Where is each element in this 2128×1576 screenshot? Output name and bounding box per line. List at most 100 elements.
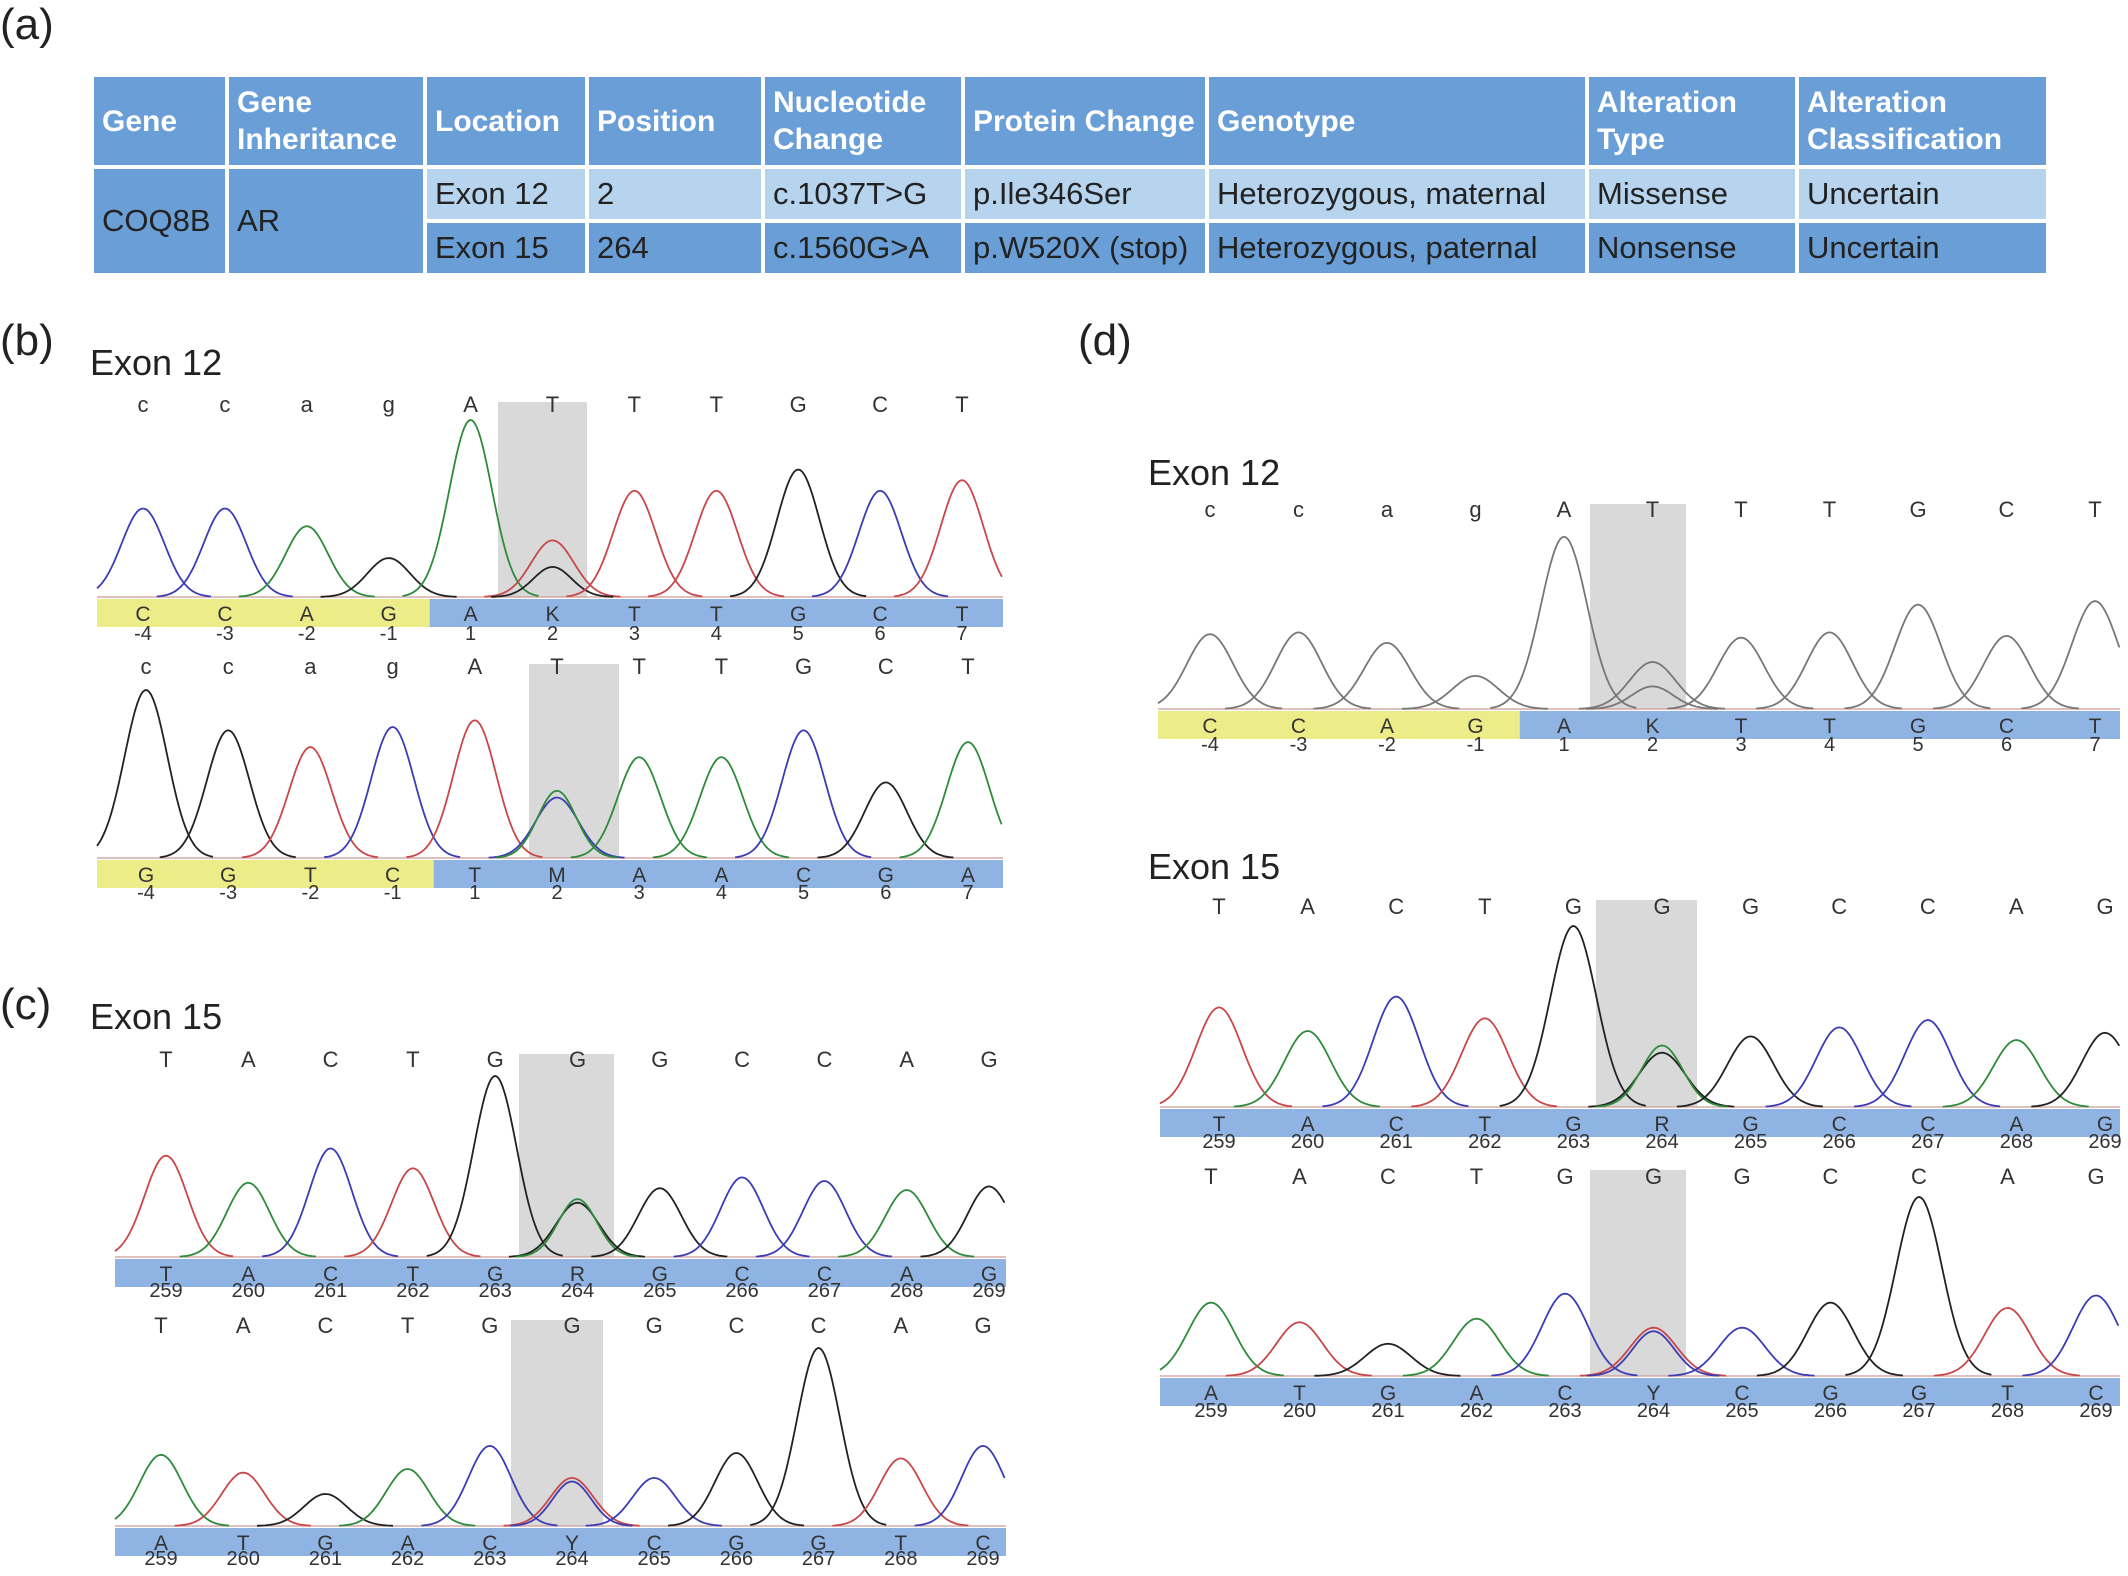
trace-peak	[484, 539, 621, 598]
reference-base: C	[1999, 497, 2015, 522]
trace-peak	[2022, 1294, 2120, 1377]
reference-base: c	[1293, 497, 1304, 522]
trace-peak-secondary	[1586, 685, 1719, 710]
position-number: -1	[380, 623, 398, 645]
called-base: C	[135, 603, 150, 626]
trace-peak-secondary	[495, 789, 618, 859]
sequence-bar-exon	[115, 1528, 1006, 1556]
position-number: 6	[2001, 734, 2012, 756]
trace-peak	[256, 1493, 394, 1527]
header-gene-inheritance: Gene Inheritance	[229, 77, 423, 165]
called-base: G	[487, 1263, 503, 1286]
reference-base: G	[1653, 894, 1670, 919]
header-position: Position	[589, 77, 761, 165]
table-row: Exon 15 264 c.1560G>A p.W520X (stop) Het…	[94, 223, 2046, 273]
position-number: -2	[302, 882, 320, 904]
position-number: 5	[793, 623, 804, 645]
position-number: -3	[216, 623, 234, 645]
reference-base: G	[1565, 894, 1582, 919]
trace-peak	[570, 756, 707, 859]
trace-peak	[585, 1476, 722, 1527]
trace-peak	[241, 746, 379, 859]
cell-inheritance: AR	[229, 169, 423, 273]
called-base: G	[317, 1532, 333, 1555]
header-gene: Gene	[94, 77, 225, 165]
reference-base: G	[563, 1313, 580, 1338]
called-base: G	[138, 864, 154, 887]
trace-peak	[96, 507, 212, 598]
called-base: T	[468, 864, 481, 887]
position-number: 265	[1734, 1131, 1767, 1153]
trace-peak	[261, 1147, 399, 1258]
trace-peak	[1224, 631, 1371, 710]
cell-alteration-classification: Uncertain	[1799, 223, 2046, 273]
reference-base: G	[1733, 1164, 1750, 1189]
reference-base: G	[1909, 497, 1926, 522]
reference-base: A	[1557, 497, 1572, 522]
position-number: 266	[725, 1280, 758, 1302]
sequence-bar-exon	[433, 860, 1003, 888]
trace-peak	[1578, 661, 1725, 710]
reference-base: A	[899, 1047, 914, 1072]
called-base: Y	[565, 1532, 579, 1555]
reference-base: c	[219, 392, 230, 417]
reference-base: C	[811, 1313, 827, 1338]
reference-base: g	[1469, 497, 1481, 522]
position-number: 264	[561, 1280, 594, 1302]
called-base: A	[632, 864, 646, 887]
position-number: 259	[1202, 1131, 1235, 1153]
reference-base: T	[154, 1313, 167, 1338]
reference-base: a	[1381, 497, 1394, 522]
trace-peak	[1942, 1039, 2089, 1108]
reference-base: A	[2009, 894, 2024, 919]
reference-base: C	[878, 654, 894, 679]
called-base: A	[241, 1263, 255, 1286]
cell-alteration-type: Nonsense	[1589, 223, 1795, 273]
position-number: 261	[309, 1548, 342, 1570]
exon-title-d15: Exon 15	[1148, 846, 1281, 887]
position-number: 268	[2000, 1131, 2033, 1153]
trace-peak	[817, 781, 954, 859]
reference-base: C	[1380, 1164, 1396, 1189]
header-genotype: Genotype	[1209, 77, 1585, 165]
reference-base: T	[961, 654, 974, 679]
position-number: 267	[1911, 1131, 1944, 1153]
called-base: C	[217, 603, 232, 626]
reference-base: G	[974, 1313, 991, 1338]
reference-base: c	[138, 392, 149, 417]
reference-base: G	[980, 1047, 997, 1072]
called-base: T	[160, 1263, 173, 1286]
position-number: -1	[1467, 734, 1485, 756]
reference-base: T	[546, 392, 559, 417]
header-nucleotide-change: Nucleotide Change	[765, 77, 961, 165]
position-number: -4	[137, 882, 155, 904]
reference-base: G	[795, 654, 812, 679]
reference-base: T	[1734, 497, 1747, 522]
position-number: 263	[473, 1548, 506, 1570]
trace-peak	[344, 1167, 481, 1258]
reference-base: A	[467, 654, 482, 679]
exon-title-b: Exon 12	[90, 342, 223, 383]
reference-base: A	[236, 1313, 251, 1338]
trace-peak	[159, 729, 296, 859]
reference-base: C	[816, 1047, 832, 1072]
position-number: 267	[1902, 1400, 1935, 1422]
called-base: T	[956, 603, 969, 626]
reference-base: T	[1478, 894, 1491, 919]
reference-base: g	[386, 654, 398, 679]
reference-base: T	[550, 654, 563, 679]
called-base: K	[1645, 715, 1659, 738]
position-number: 262	[391, 1548, 424, 1570]
called-base: C	[873, 603, 888, 626]
reference-base: T	[710, 392, 723, 417]
sequence-bar-exon	[115, 1259, 1006, 1287]
called-base: G	[1565, 1113, 1581, 1136]
trace-peak	[1933, 1307, 2080, 1377]
position-number: 3	[1735, 734, 1746, 756]
position-number: 261	[314, 1280, 347, 1302]
position-number: 1	[469, 882, 480, 904]
position-number: 261	[1371, 1400, 1404, 1422]
